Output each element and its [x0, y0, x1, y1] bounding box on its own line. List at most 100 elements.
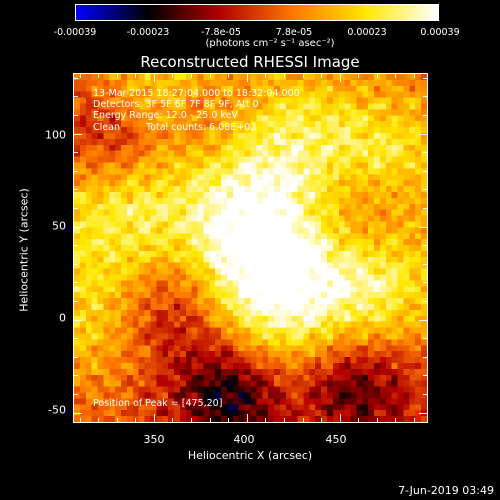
y-tick-mark [74, 189, 78, 191]
y-tick-label: 0 [59, 311, 66, 325]
x-tick-mark [302, 74, 304, 78]
y-tick-mark [74, 282, 78, 284]
y-tick-mark [423, 189, 427, 191]
colorbar-units: (photons cm⁻² s⁻¹ asec⁻²) [205, 38, 335, 49]
colorbar-tick: -0.00023 [126, 27, 170, 38]
x-tick-mark [228, 418, 230, 422]
x-tick-label: 350 [143, 433, 165, 446]
x-tick-mark [395, 74, 397, 78]
y-tick-mark [423, 338, 427, 340]
x-tick-mark [358, 74, 360, 78]
x-tick-mark [302, 418, 304, 422]
colorbar-tick: 0.00023 [347, 27, 387, 38]
x-tick-mark [191, 418, 193, 422]
x-tick-mark [135, 418, 137, 422]
x-tick-mark [209, 74, 211, 78]
x-tick-mark [246, 414, 248, 422]
y-tick-mark [74, 77, 78, 79]
colorbar-tick: -0.00039 [53, 27, 97, 38]
x-tick-mark [79, 74, 81, 78]
x-tick-mark [79, 418, 81, 422]
y-tick-mark [74, 114, 78, 116]
y-tick-mark [423, 152, 427, 154]
y-tick-mark [419, 319, 427, 321]
x-tick-mark [246, 74, 248, 82]
colorbar [75, 4, 439, 21]
x-tick-mark [98, 74, 100, 78]
x-tick-mark [339, 414, 341, 422]
x-tick-mark [321, 418, 323, 422]
x-tick-mark [283, 418, 285, 422]
x-tick-mark [376, 418, 378, 422]
x-tick-mark [376, 74, 378, 78]
y-tick-mark [419, 133, 427, 135]
x-tick-mark [395, 418, 397, 422]
y-tick-mark [74, 245, 78, 247]
y-tick-mark [419, 412, 427, 414]
y-tick-mark [74, 170, 78, 172]
y-tick-mark [74, 356, 78, 358]
x-tick-mark [413, 74, 415, 78]
y-tick-mark [423, 263, 427, 265]
y-tick-mark [423, 207, 427, 209]
y-tick-mark [74, 133, 82, 135]
x-tick-mark [172, 74, 174, 78]
y-tick-mark [423, 282, 427, 284]
x-tick-label: 400 [233, 433, 255, 446]
y-tick-label: -50 [48, 403, 66, 417]
x-tick-mark [413, 418, 415, 422]
y-tick-mark [74, 226, 82, 228]
x-tick-mark [135, 74, 137, 78]
x-tick-mark [265, 74, 267, 78]
x-tick-mark [321, 74, 323, 78]
timestamp: 7-Jun-2019 03:49 [398, 484, 494, 497]
y-axis-label: Heliocentric Y (arcsec) [17, 188, 31, 312]
y-tick-mark [74, 319, 82, 321]
x-tick-mark [265, 418, 267, 422]
y-tick-label: 100 [45, 128, 66, 142]
x-tick-mark [283, 74, 285, 78]
x-tick-mark [116, 418, 118, 422]
y-tick-mark [419, 226, 427, 228]
x-tick-mark [358, 418, 360, 422]
heatmap-image [74, 74, 427, 422]
y-tick-mark [423, 170, 427, 172]
x-tick-label: 450 [325, 433, 347, 446]
y-tick-label: 50 [52, 219, 66, 233]
y-tick-mark [74, 375, 78, 377]
y-tick-mark [423, 245, 427, 247]
info-total-counts: Total counts: 6.08E+03 [146, 122, 257, 133]
colorbar-tick: -7.8e-05 [201, 27, 241, 38]
y-tick-mark [74, 394, 78, 396]
colorbar-tick: 0.00039 [420, 27, 460, 38]
y-tick-mark [423, 301, 427, 303]
info-time-range: 13-Mar-2015 18:27:04.000 to 18:32:04.000 [93, 88, 300, 99]
plot-title: Reconstructed RHESSI Image [140, 53, 360, 71]
x-tick-mark [153, 74, 155, 82]
x-tick-mark [228, 74, 230, 78]
y-tick-mark [74, 301, 78, 303]
x-tick-mark [209, 418, 211, 422]
info-energy-range: Energy Range: 12.0 - 25.0 keV [93, 110, 238, 121]
colorbar-tick: 7.8e-05 [275, 27, 313, 38]
y-tick-mark [74, 412, 82, 414]
plot-area [73, 73, 428, 423]
y-tick-mark [423, 96, 427, 98]
info-detectors: Detectors: 3F 5F 6F 7F 8F 9F, Att 0 [93, 99, 259, 110]
y-tick-mark [423, 114, 427, 116]
x-tick-mark [116, 74, 118, 78]
x-axis-label: Heliocentric X (arcsec) [187, 449, 313, 462]
y-tick-mark [423, 356, 427, 358]
x-tick-mark [339, 74, 341, 82]
y-tick-mark [423, 77, 427, 79]
y-tick-mark [423, 375, 427, 377]
y-tick-mark [74, 207, 78, 209]
y-tick-mark [74, 338, 78, 340]
y-tick-mark [74, 152, 78, 154]
y-tick-mark [423, 394, 427, 396]
y-tick-mark [74, 263, 78, 265]
x-tick-mark [191, 74, 193, 78]
y-tick-mark [74, 96, 78, 98]
x-tick-mark [153, 414, 155, 422]
peak-position: Position of Peak = [475,20] [93, 398, 223, 409]
